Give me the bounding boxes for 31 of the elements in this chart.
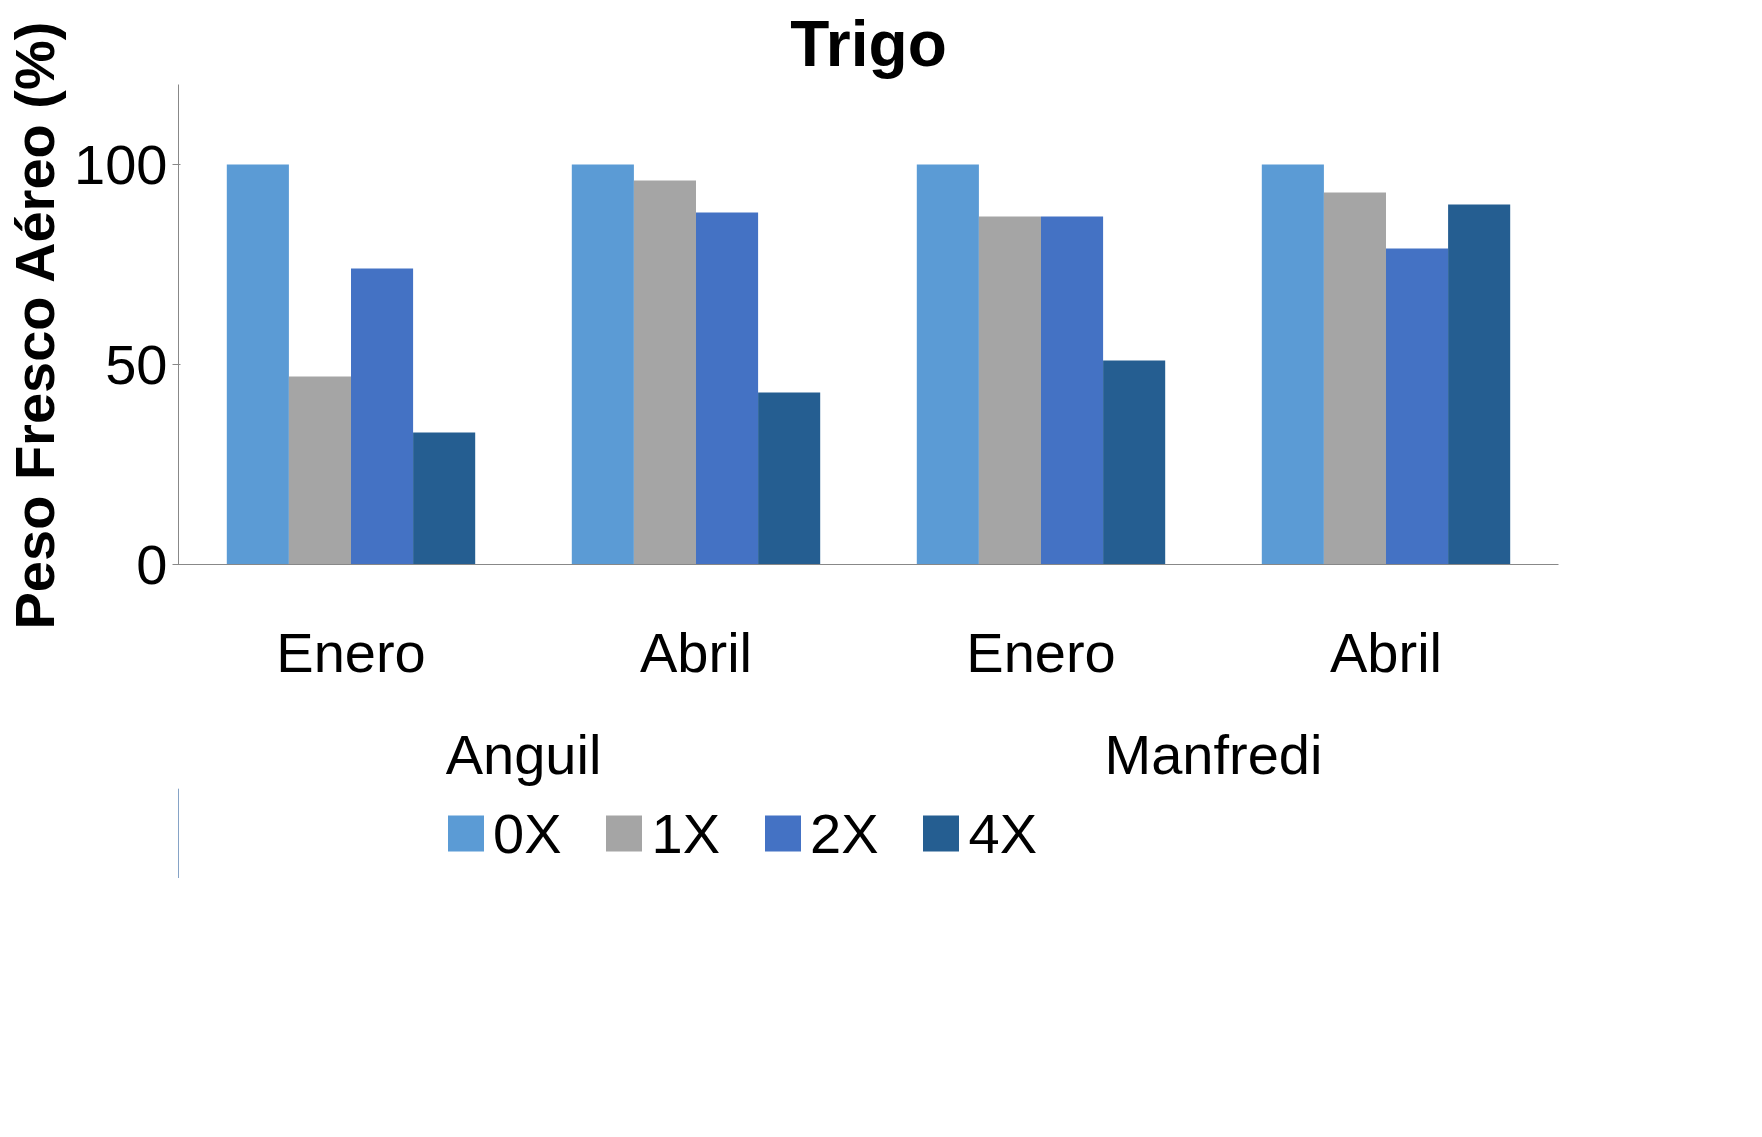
bar (1041, 216, 1104, 565)
x-tick-label: Abril (639, 620, 753, 684)
legend-label: 1X (651, 800, 720, 866)
bar (916, 164, 979, 565)
bar (351, 268, 414, 565)
x-tick-label: Enero (276, 620, 426, 684)
y-axis-title: Peso Fresco Aéreo (%) (3, 21, 67, 630)
legend-label: 0X (492, 800, 562, 866)
bar (978, 216, 1041, 565)
y-tick-label: 50 (105, 332, 168, 396)
bar (571, 164, 634, 565)
legend-label: 2X (809, 800, 879, 866)
text: Manfredi (1104, 722, 1323, 786)
bar (633, 180, 696, 565)
y-tick-label: 100 (74, 132, 168, 196)
x-tick-label: Abril (1329, 620, 1443, 684)
bar (413, 432, 476, 565)
bar (1323, 192, 1386, 565)
bar (1386, 248, 1449, 565)
bar (288, 376, 351, 565)
bar (1103, 360, 1166, 565)
x-tick-label: Enero (966, 620, 1116, 684)
bar (1261, 164, 1324, 565)
legend-label: 4X (968, 800, 1037, 866)
bar (1448, 204, 1511, 565)
bar (226, 164, 289, 565)
text: Anguil (445, 722, 602, 786)
bar (696, 212, 759, 565)
y-tick-label: 0 (136, 532, 168, 596)
chart-title: Trigo (790, 7, 947, 80)
bar (758, 392, 821, 565)
